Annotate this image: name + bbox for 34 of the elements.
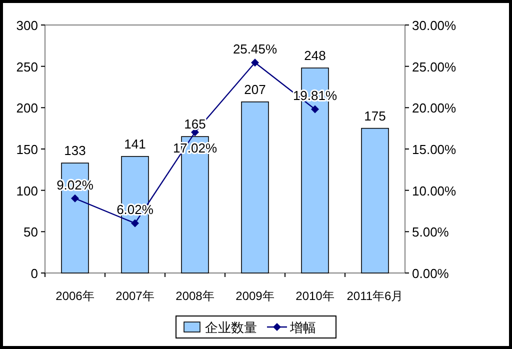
y-tick-label: 250 [16,59,38,74]
data-label: 25.45% [232,42,278,57]
x-tick-label: 2008年 [176,289,214,303]
y-tick-label: 300 [16,18,38,33]
point [71,194,79,202]
y2-tick-label: 20.00% [412,100,457,116]
y2-tick-label: 30.00% [412,18,457,33]
y2-tick-label: 0.00% [412,266,450,281]
data-label: 248 [304,48,326,63]
legend-label: 增幅 [289,320,316,335]
x-tick-label: 2009年 [236,289,274,303]
bar [241,101,269,274]
bar [361,128,389,274]
legend-label: 企业数量 [205,320,257,335]
x-tick-label: 2006年 [56,289,94,303]
x-tick-label: 2010年 [296,289,334,303]
y-tick-label: 200 [16,100,38,116]
point [311,105,319,114]
point [131,219,139,228]
x-tick-label: 2011年6月 [346,289,404,303]
point [251,58,259,67]
data-label: 175 [364,108,386,124]
y2-tick-label: 10.00% [412,183,457,198]
y-tick-label: 100 [16,183,38,198]
y-tick-label: 150 [16,142,38,157]
data-label: 207 [244,82,266,97]
y-tick-label: 50 [24,224,38,240]
y-tick-label: 0 [30,266,38,281]
y2-tick-label: 5.00% [412,224,450,240]
y2-tick-label: 25.00% [412,59,457,74]
y2-tick-label: 15.00% [412,142,457,157]
data-label: 133 [64,143,86,158]
x-tick-label: 2007年 [116,289,154,303]
data-label: 141 [124,136,146,152]
